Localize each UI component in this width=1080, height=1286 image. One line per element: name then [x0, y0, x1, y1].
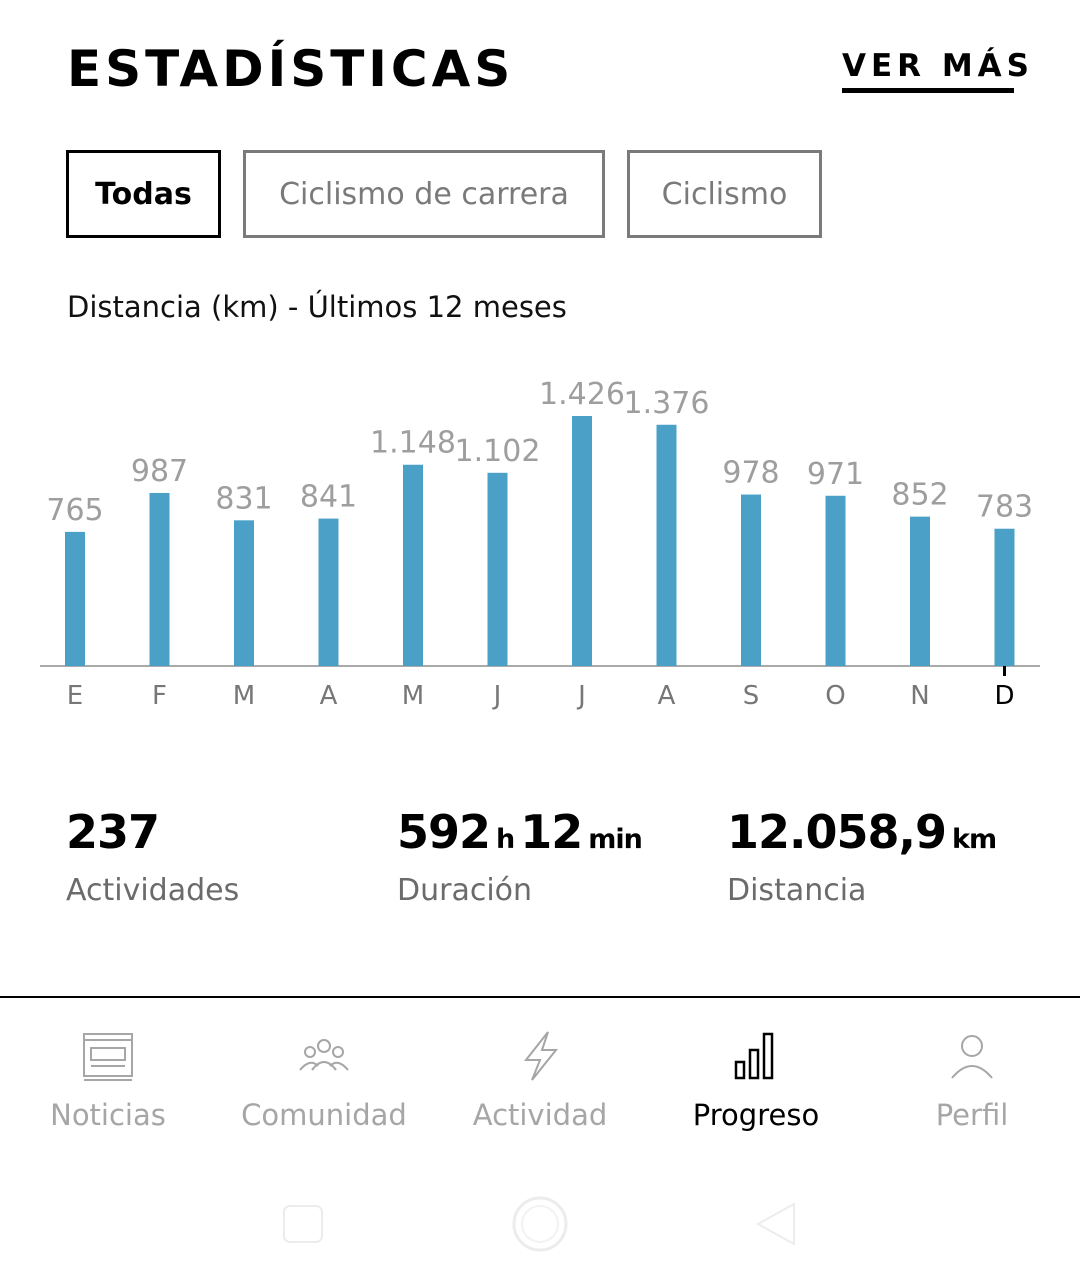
bar-value-label: 831 [215, 481, 272, 516]
nav-label-profile: Perfil [935, 1098, 1009, 1132]
user-icon [951, 1035, 993, 1079]
distance-value: 12.058,9 km [727, 805, 1002, 859]
nav-divider [0, 996, 1080, 998]
chart-bar[interactable] [656, 424, 677, 666]
bar-value-label: 852 [891, 478, 948, 513]
distance-number: 12.058,9 [727, 805, 947, 859]
bar-value-label: 1.426 [539, 377, 625, 412]
bar-value-label: 1.102 [455, 434, 541, 469]
stat-distance: 12.058,9 km Distancia [727, 805, 1002, 908]
month-tick-label: M [402, 681, 424, 711]
bar-value-label: 1.148 [370, 426, 456, 461]
nav-label-news: Noticias [50, 1098, 166, 1132]
bar-value-label: 987 [131, 454, 188, 489]
month-tick-label: J [576, 681, 586, 711]
filter-cycling-tab[interactable]: Ciclismo [627, 150, 822, 238]
newspaper-icon [83, 1033, 133, 1081]
see-more-link[interactable]: VER MÁS [842, 48, 1029, 93]
bar-value-label: 971 [807, 457, 864, 492]
chart-bar[interactable] [403, 464, 423, 666]
month-tick-label: O [825, 681, 845, 711]
chart-bar[interactable] [572, 416, 592, 666]
lightning-icon [523, 1031, 559, 1081]
distance-bar-chart: 765 E 987 F 831 M 841 A 1.148 M 1.102 J 1.426 J 1.376 A… [40, 377, 1040, 711]
distance-unit: km [952, 824, 997, 855]
nav-item-profile[interactable]: Perfil [864, 1028, 1080, 1148]
recents-icon[interactable] [283, 1205, 323, 1243]
bar-value-label: 1.376 [624, 386, 710, 421]
nav-label-activity: Actividad [472, 1098, 608, 1132]
month-tick-label: S [743, 681, 760, 711]
bar-chart-icon [734, 1032, 774, 1080]
nav-item-news[interactable]: Noticias [0, 1028, 216, 1148]
activities-label: Actividades [66, 873, 240, 908]
bottom-nav: Noticias Comunidad Actividad Progreso [0, 998, 1080, 1158]
chart-bar[interactable] [65, 531, 85, 666]
activities-value: 237 [66, 805, 160, 859]
duration-hours: 592 [397, 805, 491, 859]
chart-bar[interactable] [825, 495, 846, 666]
month-tick-label: E [67, 681, 83, 711]
duration-minutes: 12 [520, 805, 583, 859]
bar-value-label: 978 [722, 456, 779, 491]
nav-label-progress: Progreso [692, 1098, 820, 1132]
month-tick-label: A [320, 681, 338, 711]
filter-road-cycling-tab[interactable]: Ciclismo de carrera [243, 150, 605, 238]
month-tick-label: F [152, 681, 167, 711]
filter-all-tab[interactable]: Todas [66, 150, 221, 238]
stat-activities: 237 Actividades [66, 805, 239, 908]
chart-bar[interactable] [149, 492, 170, 666]
nav-label-community: Comunidad [241, 1098, 407, 1132]
system-nav-bar [283, 1196, 795, 1252]
chart-bar[interactable] [994, 528, 1015, 666]
bar-value-label: 765 [46, 493, 103, 528]
home-inner-ring-icon [521, 1205, 559, 1243]
nav-item-community[interactable]: Comunidad [216, 1028, 432, 1148]
duration-minutes-unit: min [588, 824, 643, 855]
chart-bar[interactable] [234, 520, 254, 666]
chart-bar[interactable] [910, 516, 930, 666]
month-tick-label: J [492, 681, 502, 711]
chart-bar[interactable] [741, 494, 761, 666]
duration-value: 592 h 12 min [397, 805, 648, 859]
distance-label: Distancia [727, 873, 867, 908]
stat-duration: 592 h 12 min Duración [397, 805, 648, 908]
month-tick-label: N [910, 681, 929, 711]
month-tick-label: A [658, 681, 676, 711]
month-tick-label: D [994, 681, 1014, 711]
nav-item-progress[interactable]: Progreso [648, 1028, 864, 1148]
bar-value-label: 783 [976, 490, 1033, 525]
chart-bar[interactable] [318, 518, 339, 666]
chart-bar[interactable] [487, 472, 508, 666]
bar-value-label: 841 [300, 480, 357, 515]
home-icon[interactable] [512, 1196, 568, 1252]
page-title: ESTADÍSTICAS [67, 40, 515, 98]
nav-item-activity[interactable]: Actividad [432, 1028, 648, 1148]
back-icon[interactable] [755, 1202, 795, 1246]
community-icon [299, 1039, 349, 1071]
chart-subtitle: Distancia (km) - Últimos 12 meses [67, 290, 567, 324]
duration-hours-unit: h [496, 824, 515, 855]
month-tick-label: M [233, 681, 255, 711]
duration-label: Duración [397, 873, 533, 908]
